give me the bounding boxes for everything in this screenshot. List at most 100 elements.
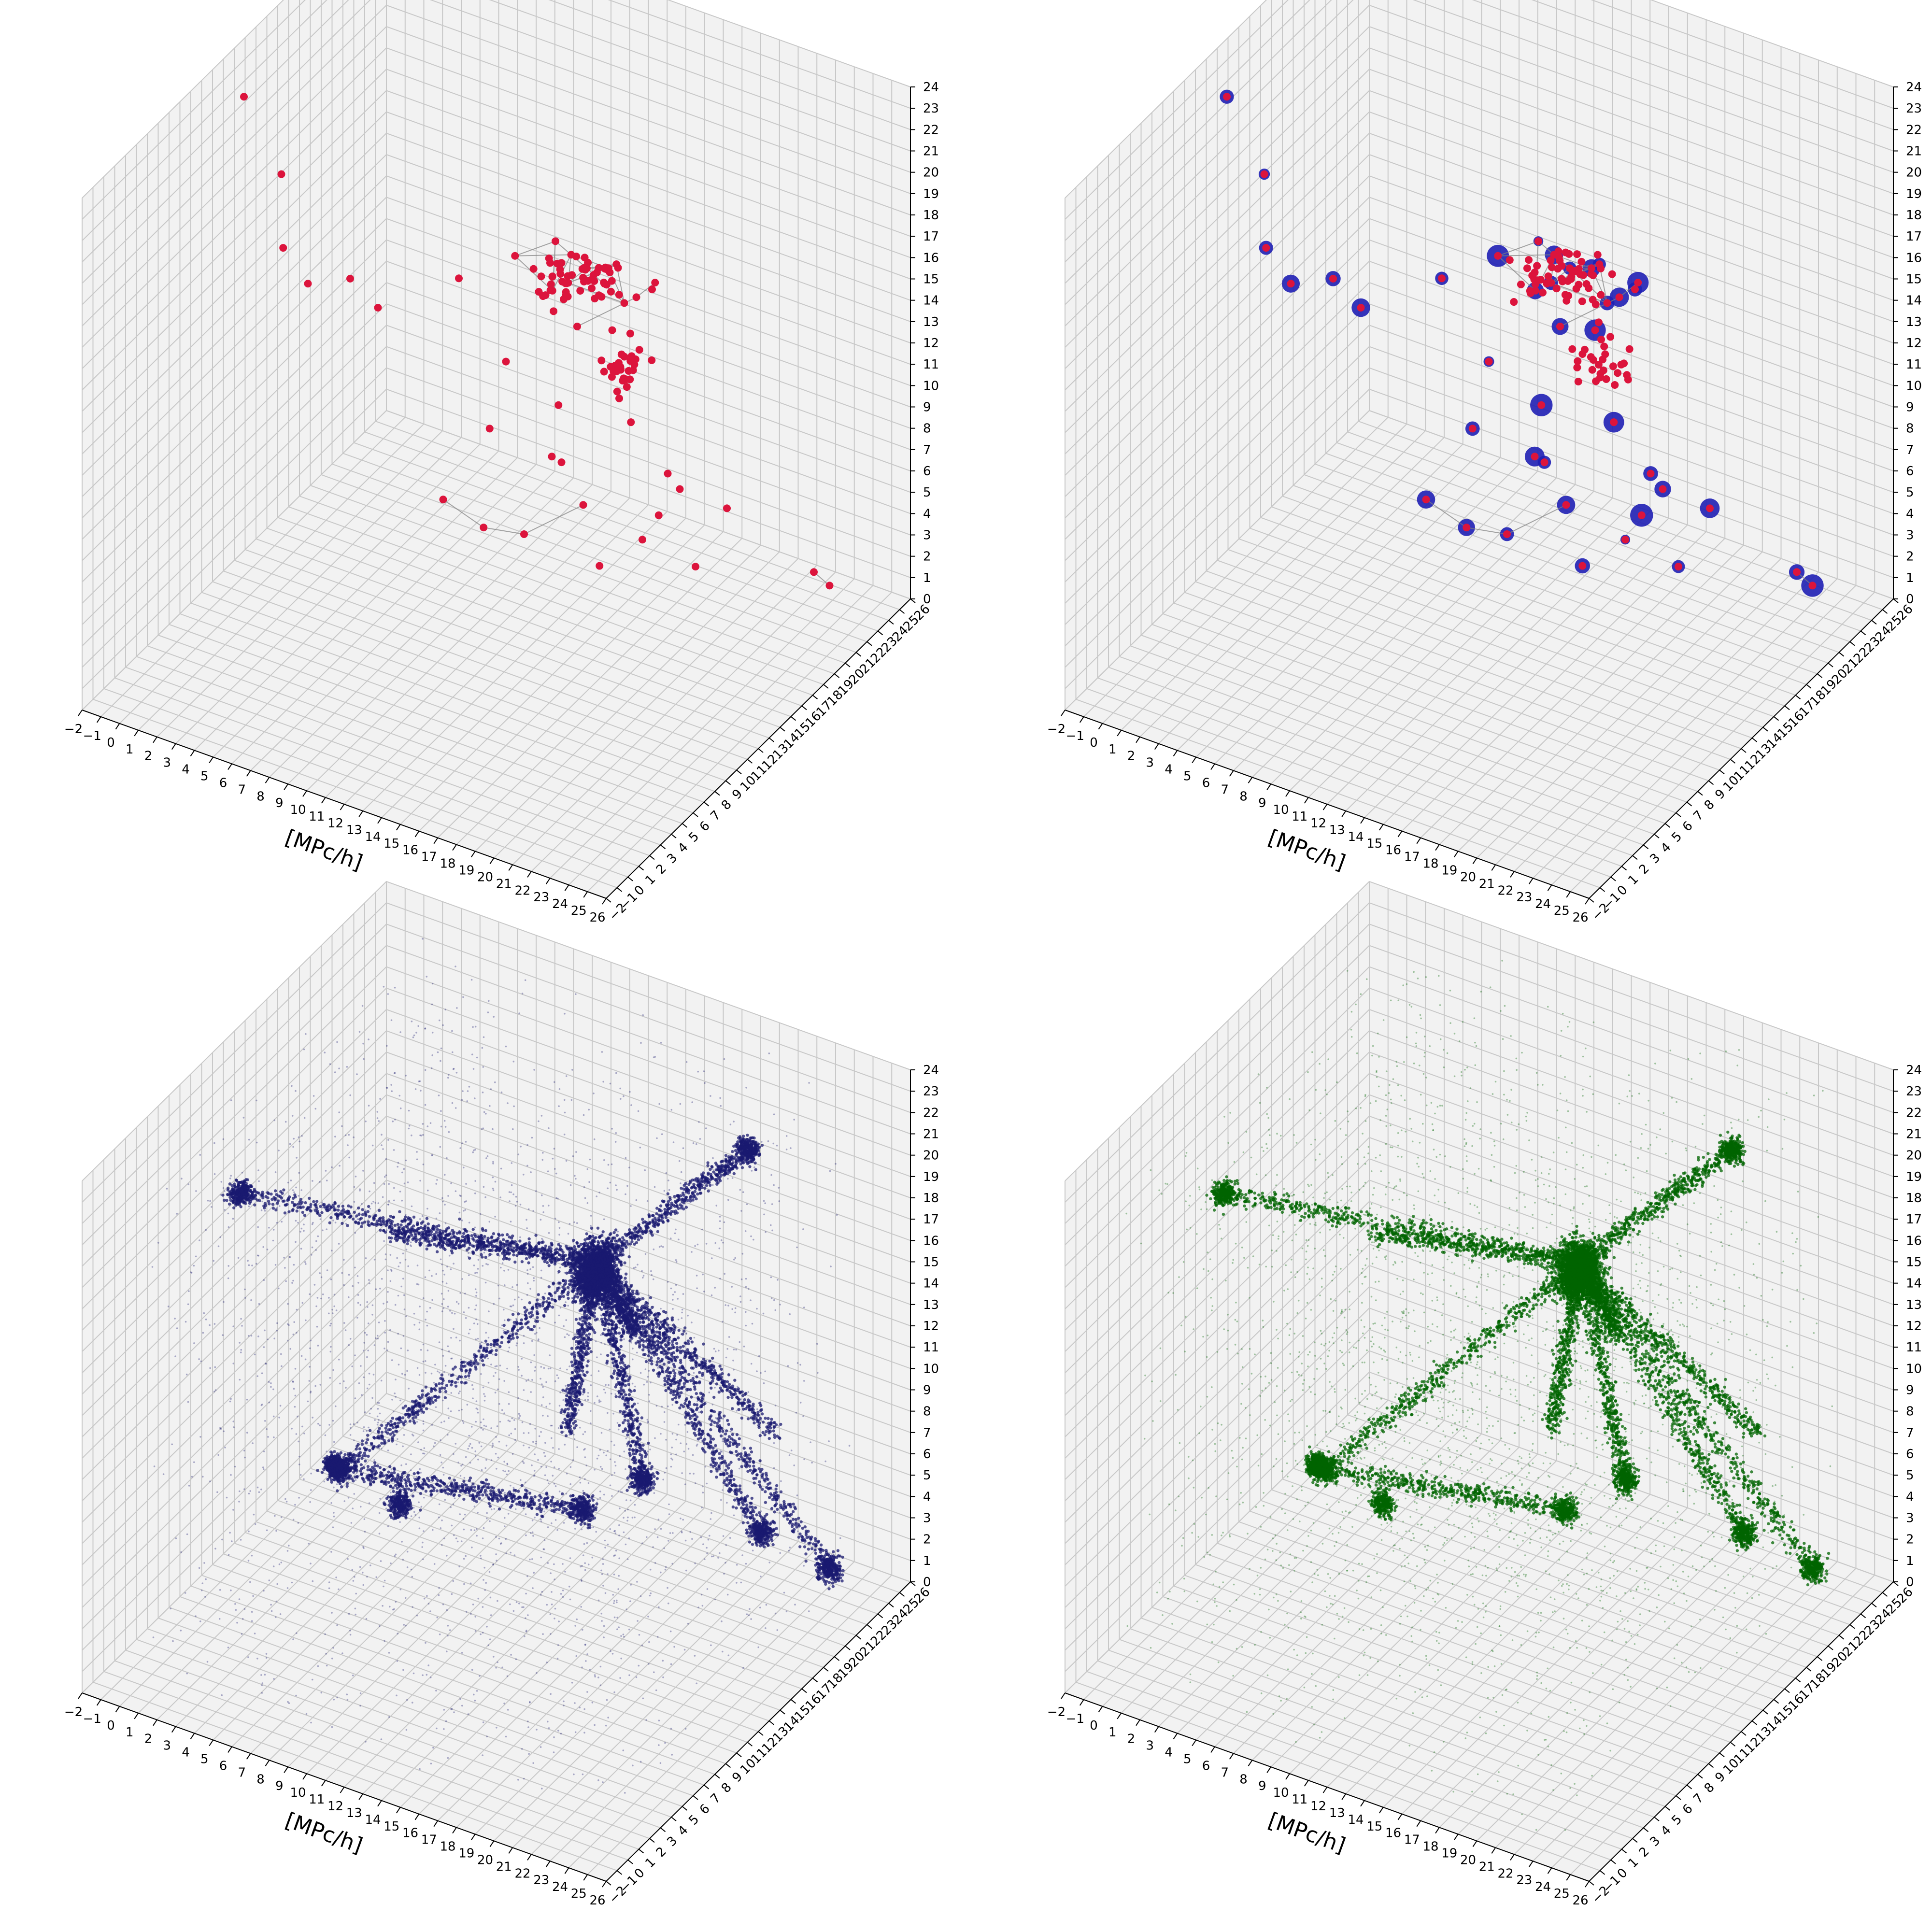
y-tick [736, 769, 742, 775]
particle-point [827, 1581, 831, 1584]
z-tick-label: 17 [923, 229, 939, 244]
particle-point [232, 1206, 236, 1209]
y-tick [1686, 801, 1692, 807]
node-point [615, 394, 624, 402]
node-point [480, 524, 488, 532]
y-tick [725, 1763, 731, 1768]
grid-line [1065, 346, 1894, 647]
z-tick-label: 15 [1906, 272, 1922, 287]
node-point [520, 530, 528, 538]
x-tick [321, 797, 326, 804]
x-tick [583, 1874, 588, 1881]
x-tick [1079, 716, 1084, 723]
x-tick [78, 710, 83, 716]
particle-point [829, 1571, 833, 1575]
x-tick-label: 2 [144, 1732, 153, 1747]
grid-line [1065, 175, 1894, 476]
z-tick-label: 20 [923, 166, 939, 180]
particle-point [243, 1201, 246, 1204]
y-tick [649, 1838, 655, 1843]
z-tick-label: 19 [923, 187, 939, 201]
particle-point [593, 1516, 597, 1520]
node-point [1608, 270, 1616, 278]
grid-line [82, 1073, 911, 1374]
particle-point [398, 1502, 401, 1505]
particle-point [399, 1513, 402, 1517]
x-tick [1304, 797, 1309, 804]
node-point [1620, 359, 1628, 368]
node-point [550, 307, 558, 315]
node-point [627, 418, 635, 426]
node-point [1574, 357, 1582, 365]
data-layer [1220, 89, 1824, 597]
x-tick-label: 25 [571, 1887, 587, 1901]
x-tick-label: 0 [107, 736, 115, 750]
grid-line [1065, 0, 1894, 284]
x-tick-label: 15 [384, 837, 399, 851]
grid-line [82, 1094, 911, 1395]
node-point [1625, 345, 1634, 353]
x-tick [1341, 810, 1347, 817]
particle-point [589, 1244, 593, 1248]
z-tick-label: 24 [923, 80, 939, 95]
x-tick-label: 3 [163, 1739, 171, 1753]
y-tick-label: 6 [1680, 819, 1696, 835]
node-point [535, 288, 543, 296]
x-tick-label: 20 [477, 870, 493, 884]
y-tick [682, 823, 688, 828]
particle-point [572, 1238, 575, 1242]
particle-point [384, 1503, 387, 1506]
node-point [593, 269, 601, 277]
particle-point [832, 1574, 836, 1577]
y-tick-label: 6 [697, 819, 713, 835]
particle-point [838, 1554, 842, 1558]
node-point [635, 346, 643, 354]
node-point [279, 244, 287, 252]
node-point [1614, 369, 1622, 377]
y-tick [845, 1646, 851, 1650]
node-point [1526, 289, 1534, 297]
y-tick [1773, 716, 1779, 721]
node-point [1589, 271, 1597, 280]
y-tick [1795, 695, 1801, 700]
particle-point [574, 1300, 578, 1303]
node-point [1567, 275, 1575, 283]
node-point [546, 286, 554, 294]
particle-point [242, 1184, 246, 1188]
node-point [1611, 381, 1619, 389]
particle-point [336, 1489, 339, 1492]
x-tick-label: 21 [496, 1860, 512, 1874]
particle-point [386, 1508, 390, 1512]
node-point [1531, 453, 1539, 461]
x-tick-label: 23 [533, 890, 549, 905]
y-tick-label: 5 [686, 829, 702, 845]
particle-point [833, 1556, 837, 1559]
y-tick [627, 1859, 633, 1864]
node-point [511, 252, 519, 260]
node-point [1561, 291, 1569, 299]
grid-line [82, 90, 911, 391]
particle-point [582, 1492, 586, 1495]
y-tick [606, 1881, 611, 1886]
z-tick-label: 5 [923, 485, 931, 500]
particle-point [653, 1475, 656, 1478]
z-tick-label: 12 [923, 336, 939, 351]
node-point [1573, 363, 1581, 371]
z-tick-label: 11 [1906, 357, 1922, 372]
node-point [607, 363, 615, 371]
x-tick [321, 1780, 326, 1787]
particle-point [393, 1511, 396, 1514]
x-tick-label: 10 [1273, 803, 1289, 817]
y-tick [780, 1709, 785, 1715]
particle-point [623, 1261, 626, 1264]
x-tick [1491, 864, 1496, 871]
y-tick [1838, 652, 1845, 657]
x-tick [284, 783, 289, 790]
x-tick [153, 1719, 157, 1726]
grid-line [82, 1158, 911, 1459]
particle-point [579, 1518, 582, 1521]
node-point [614, 264, 622, 272]
y-tick-label: 2 [1636, 861, 1652, 877]
x-tick [171, 1726, 176, 1733]
x-tick-label: 7 [238, 1765, 246, 1780]
